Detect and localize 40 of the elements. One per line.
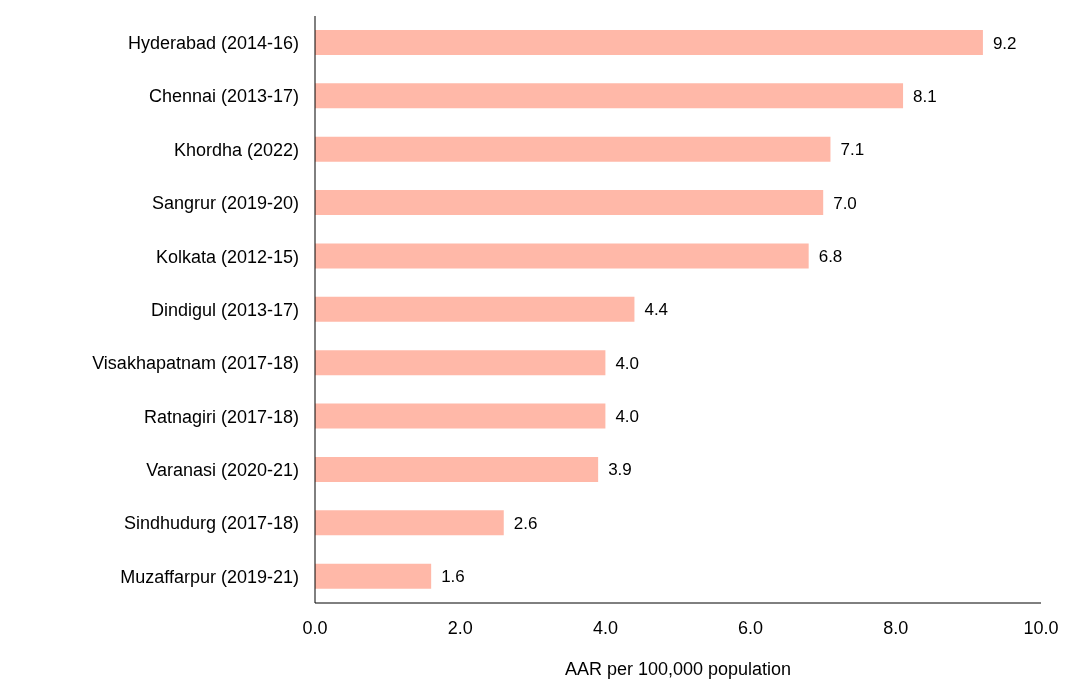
data-label: 4.0 bbox=[615, 353, 640, 373]
y-tick-label: Kolkata (2012-15) bbox=[155, 246, 299, 267]
bar bbox=[315, 456, 599, 482]
y-tick-label: Chennai (2013-17) bbox=[148, 86, 299, 107]
x-tick-label: 8.0 bbox=[883, 617, 909, 638]
bar bbox=[315, 83, 904, 109]
y-tick-label: Sindhudurg (2017-18) bbox=[123, 513, 299, 534]
bar bbox=[315, 190, 824, 216]
y-tick-label: Visakhapatnam (2017-18) bbox=[92, 353, 299, 374]
bar bbox=[315, 563, 432, 589]
bar bbox=[315, 30, 983, 55]
data-label: 8.1 bbox=[913, 86, 937, 106]
bar bbox=[315, 296, 635, 322]
x-tick-label: 4.0 bbox=[592, 617, 618, 638]
x-tick-label: 2.0 bbox=[447, 617, 473, 638]
data-label: 9.2 bbox=[992, 33, 1017, 53]
y-tick-label: Dindigul (2013-17) bbox=[150, 299, 299, 320]
x-axis-title: AAR per 100,000 population bbox=[564, 659, 792, 679]
data-label: 6.8 bbox=[818, 246, 843, 266]
bar bbox=[315, 403, 606, 429]
y-tick-label: Hyderabad (2014-16) bbox=[127, 33, 299, 54]
data-label: 1.6 bbox=[441, 567, 465, 587]
data-label: 7.1 bbox=[840, 140, 865, 160]
y-tick-label: Ratnagiri (2017-18) bbox=[143, 406, 299, 427]
x-tick-label: 10.0 bbox=[1023, 617, 1059, 638]
bar bbox=[315, 136, 831, 162]
x-tick-label: 6.0 bbox=[738, 617, 764, 638]
x-tick-label: 0.0 bbox=[302, 617, 328, 638]
y-tick-label: Muzaffarpur (2019-21) bbox=[120, 566, 299, 587]
bar bbox=[315, 350, 606, 376]
data-label: 2.6 bbox=[513, 513, 538, 533]
bar bbox=[315, 243, 809, 269]
bar bbox=[315, 510, 504, 536]
y-tick-label: Sangrur (2019-20) bbox=[151, 193, 299, 214]
y-tick-label: Varanasi (2020-21) bbox=[146, 459, 299, 480]
data-label: 3.9 bbox=[608, 460, 632, 480]
data-label: 7.0 bbox=[833, 193, 857, 213]
data-label: 4.4 bbox=[644, 300, 669, 320]
y-tick-label: Khordha (2022) bbox=[173, 139, 299, 160]
data-label: 4.0 bbox=[615, 407, 640, 427]
